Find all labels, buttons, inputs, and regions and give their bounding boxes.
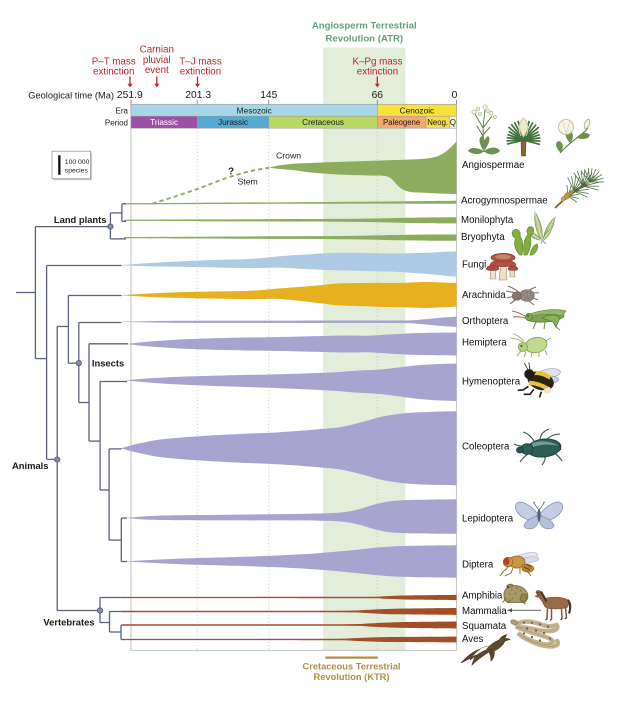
svg-text:Angiospermae: Angiospermae bbox=[462, 160, 524, 171]
svg-text:Angiosperm Terrestrial: Angiosperm Terrestrial bbox=[312, 21, 417, 32]
svg-text:145: 145 bbox=[260, 90, 277, 101]
svg-text:extinction: extinction bbox=[357, 67, 398, 78]
svg-text:Coleoptera: Coleoptera bbox=[462, 441, 510, 452]
svg-text:Diptera: Diptera bbox=[462, 559, 494, 570]
svg-text:Vertebrates: Vertebrates bbox=[43, 616, 94, 627]
svg-text:extinction: extinction bbox=[180, 67, 221, 78]
svg-text:Period: Period bbox=[105, 118, 128, 127]
svg-text:Hemiptera: Hemiptera bbox=[462, 338, 507, 349]
svg-text:Stem: Stem bbox=[238, 176, 258, 186]
svg-text:0: 0 bbox=[452, 90, 458, 101]
svg-text:extinction: extinction bbox=[93, 67, 134, 78]
svg-text:251.9: 251.9 bbox=[117, 90, 143, 101]
svg-text:Aves: Aves bbox=[462, 634, 484, 645]
svg-text:?: ? bbox=[228, 167, 234, 178]
svg-text:Amphibia: Amphibia bbox=[462, 591, 503, 602]
svg-text:Orthoptera: Orthoptera bbox=[462, 316, 509, 327]
svg-text:Q: Q bbox=[450, 118, 456, 127]
svg-text:Animals: Animals bbox=[12, 460, 48, 471]
svg-text:Revolution (KTR): Revolution (KTR) bbox=[314, 672, 390, 682]
svg-text:201.3: 201.3 bbox=[185, 90, 211, 101]
svg-text:Cretaceous Terrestrial: Cretaceous Terrestrial bbox=[302, 661, 400, 671]
svg-text:Land plants: Land plants bbox=[54, 214, 107, 225]
svg-text:Crown: Crown bbox=[276, 150, 301, 160]
svg-text:Acrogymnospermae: Acrogymnospermae bbox=[461, 195, 548, 206]
svg-text:Era: Era bbox=[116, 106, 129, 115]
svg-text:Cretaceous: Cretaceous bbox=[302, 118, 344, 127]
svg-text:Monilophyta: Monilophyta bbox=[461, 215, 514, 226]
svg-text:event: event bbox=[145, 65, 169, 76]
svg-text:Neog.: Neog. bbox=[427, 118, 448, 127]
svg-text:Geological time (Ma): Geological time (Ma) bbox=[28, 91, 114, 101]
svg-text:Paleogene: Paleogene bbox=[383, 118, 420, 127]
svg-text:Hymenoptera: Hymenoptera bbox=[462, 376, 521, 387]
svg-text:Jurassic: Jurassic bbox=[218, 118, 248, 127]
svg-text:66: 66 bbox=[372, 90, 384, 101]
svg-text:Cenozoic: Cenozoic bbox=[400, 105, 435, 115]
svg-text:Fungi: Fungi bbox=[462, 259, 486, 270]
svg-text:Lepidoptera: Lepidoptera bbox=[462, 513, 514, 524]
svg-text:Arachnida: Arachnida bbox=[462, 290, 506, 301]
svg-text:Triassic: Triassic bbox=[150, 118, 178, 127]
svg-text:Bryophyta: Bryophyta bbox=[461, 232, 505, 243]
svg-text:Insects: Insects bbox=[92, 357, 124, 368]
svg-text:Revolution (ATR): Revolution (ATR) bbox=[325, 33, 403, 44]
svg-text:Mammalia: Mammalia bbox=[462, 606, 507, 617]
svg-text:Squamata: Squamata bbox=[462, 621, 507, 632]
svg-text:100 000: 100 000 bbox=[65, 159, 90, 166]
svg-text:Mesozoic: Mesozoic bbox=[237, 105, 272, 115]
svg-text:species: species bbox=[65, 168, 89, 175]
